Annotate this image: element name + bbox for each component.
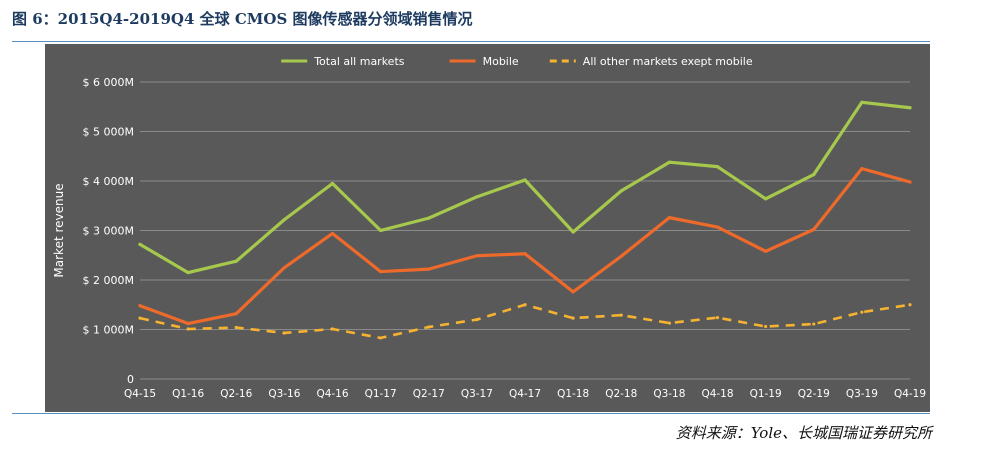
data-point xyxy=(330,231,335,236)
data-point xyxy=(860,167,864,171)
figure-title: 图 6：2015Q4-2019Q4 全球 CMOS 图像传感器分领域销售情况 xyxy=(12,10,473,28)
data-point xyxy=(475,254,479,258)
data-point xyxy=(619,313,623,317)
data-point xyxy=(427,216,431,220)
data-point xyxy=(138,304,142,308)
x-tick-label: Q3-19 xyxy=(846,388,878,400)
data-point xyxy=(571,316,575,320)
data-point xyxy=(475,195,479,199)
data-point xyxy=(764,197,768,201)
data-point xyxy=(619,189,623,193)
data-point xyxy=(186,321,190,326)
x-tick-label: Q1-16 xyxy=(172,388,204,400)
bottom-rule xyxy=(12,413,930,414)
x-tick-label: Q3-18 xyxy=(653,388,685,400)
data-point xyxy=(812,322,816,326)
top-rule xyxy=(12,41,930,42)
y-tick-label: $ 4 000M xyxy=(83,175,134,188)
data-point xyxy=(234,325,238,330)
x-tick-label: Q1-18 xyxy=(557,388,589,400)
data-point xyxy=(379,269,383,274)
data-point xyxy=(667,321,671,325)
data-point xyxy=(908,180,912,184)
y-tick-label: $ 3 000M xyxy=(83,225,134,238)
data-point xyxy=(667,160,671,164)
data-point xyxy=(908,303,912,307)
data-point xyxy=(379,228,383,233)
x-tick-label: Q2-16 xyxy=(220,388,252,400)
data-point xyxy=(571,230,575,234)
data-point xyxy=(379,336,383,340)
data-point xyxy=(523,178,527,182)
data-point xyxy=(427,267,431,271)
data-point xyxy=(186,270,190,275)
source-note: 资料来源：Yole、长城国瑞证券研究所 xyxy=(675,424,932,442)
y-tick-label: $ 1 000M xyxy=(83,324,134,337)
x-tick-label: Q1-19 xyxy=(750,388,782,400)
x-tick-label: Q4-16 xyxy=(316,388,348,400)
data-point xyxy=(186,327,190,331)
x-tick-label: Q4-15 xyxy=(124,388,156,400)
x-tick-label: Q4-18 xyxy=(701,388,733,400)
data-point xyxy=(860,310,864,314)
x-tick-label: Q3-16 xyxy=(268,388,300,400)
line-chart: 0 $ 1 000M $ 2 000M $ 3 000M $ 4 000M $ 5 000… xyxy=(45,44,930,412)
data-point xyxy=(138,242,142,246)
y-tick-label: 0 xyxy=(127,373,134,386)
data-point xyxy=(282,331,286,335)
data-point xyxy=(571,290,575,294)
data-point xyxy=(715,225,720,229)
data-point xyxy=(282,266,286,270)
x-tick-label: Q2-17 xyxy=(413,388,445,400)
data-point xyxy=(812,172,816,177)
data-point xyxy=(860,100,864,104)
data-point xyxy=(234,312,238,316)
x-tick-label: Q2-19 xyxy=(798,388,830,400)
y-tick-label: $ 6 000M xyxy=(83,76,134,89)
data-point xyxy=(908,106,912,110)
data-point xyxy=(523,252,527,256)
data-point xyxy=(764,249,768,253)
data-point xyxy=(282,218,286,222)
data-point xyxy=(715,316,720,320)
x-tick-label: Q3-17 xyxy=(461,388,493,400)
data-point xyxy=(619,254,623,258)
data-point xyxy=(812,227,816,232)
data-point xyxy=(427,325,431,329)
data-point xyxy=(330,327,335,331)
y-axis-label: Market revenue xyxy=(52,183,66,277)
chart-background xyxy=(45,44,930,412)
legend-label: Total all markets xyxy=(313,55,405,68)
x-tick-label: Q4-17 xyxy=(509,388,541,400)
data-point xyxy=(138,316,142,320)
data-point xyxy=(475,318,479,322)
data-point xyxy=(764,324,768,329)
y-tick-label: $ 5 000M xyxy=(83,126,134,139)
data-point xyxy=(523,303,527,307)
chart-area: 0 $ 1 000M $ 2 000M $ 3 000M $ 4 000M $ 5 000… xyxy=(45,44,930,412)
data-point xyxy=(667,216,671,220)
x-tick-label: Q2-18 xyxy=(605,388,637,400)
x-tick-label: Q4-19 xyxy=(894,388,926,400)
legend-label: All other markets exept mobile xyxy=(583,55,753,68)
data-point xyxy=(330,181,335,186)
data-point xyxy=(234,259,238,263)
legend-label: Mobile xyxy=(483,55,519,68)
data-point xyxy=(715,165,720,169)
y-tick-label: $ 2 000M xyxy=(83,274,134,287)
x-tick-label: Q1-17 xyxy=(365,388,397,400)
